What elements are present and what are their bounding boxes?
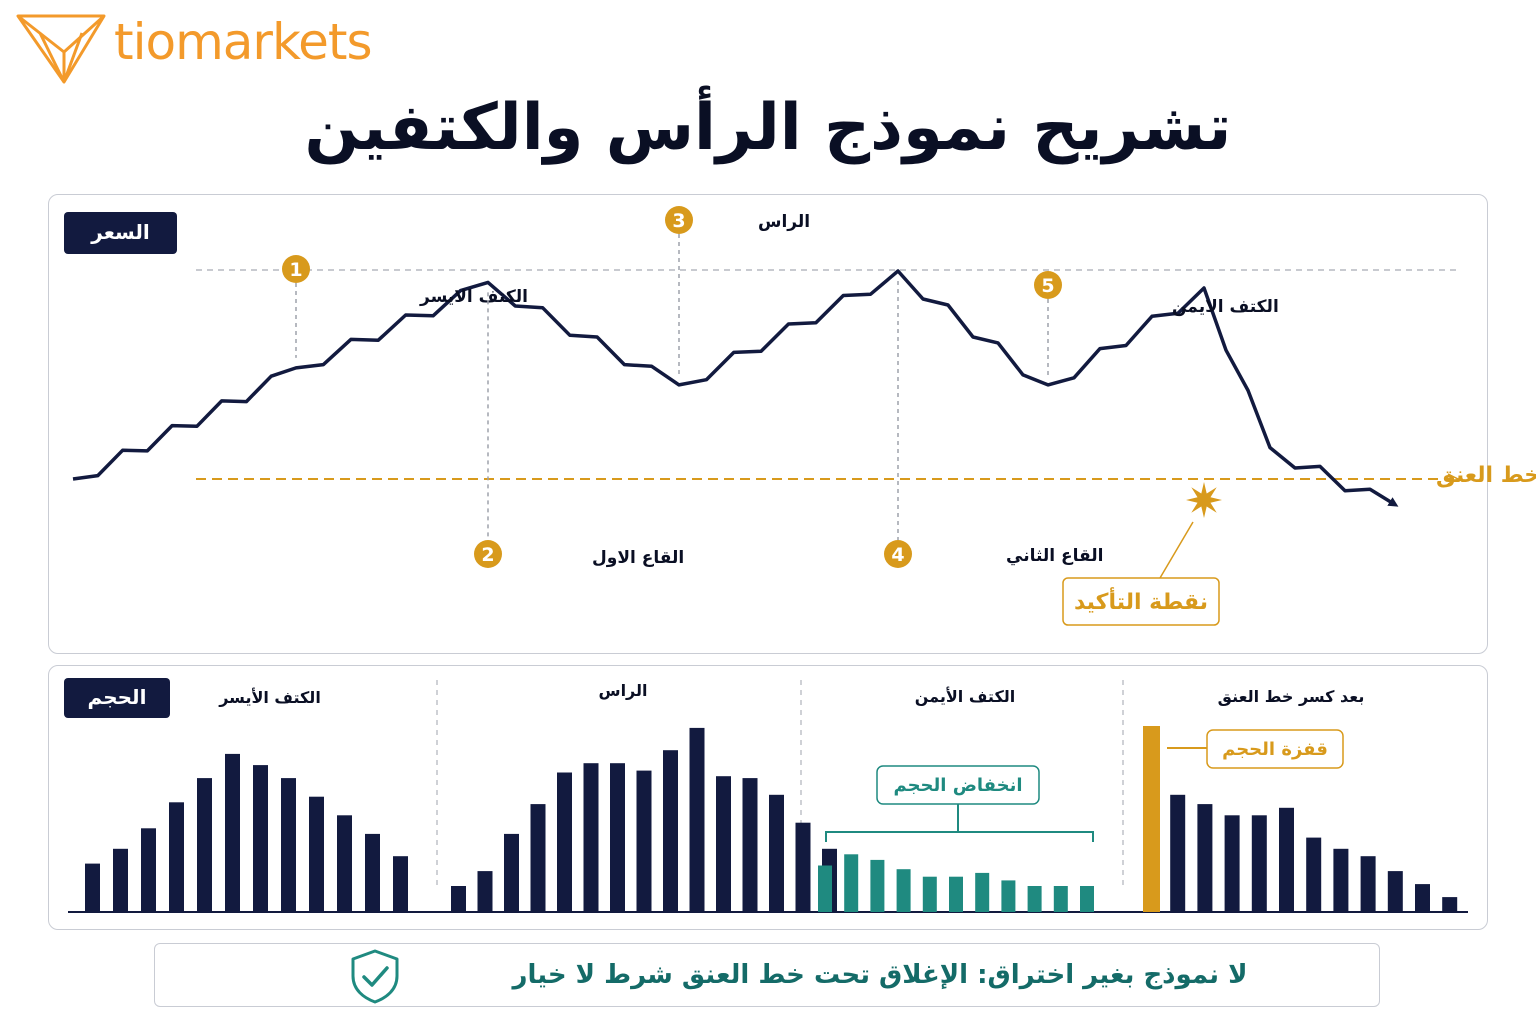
volume-group-label: الكتف الأيسر: [218, 688, 321, 707]
breakout-burst-icon: [1186, 482, 1222, 518]
price-panel-tag: السعر: [64, 212, 177, 254]
turning-point-badge: [1034, 271, 1062, 299]
volume-bar: [365, 833, 380, 912]
volume-bar: [769, 794, 784, 912]
volume-bar: [1251, 815, 1267, 912]
volume-bar: [1027, 886, 1042, 912]
turning-point-number: 2: [481, 544, 494, 566]
volume-group: الكتف الأيسر: [85, 688, 408, 912]
volume-bar: [583, 763, 599, 912]
footer-text: لا نموذج بغير اختراق: الإغلاق تحت خط الع…: [512, 960, 1248, 990]
volume-bar: [896, 869, 911, 912]
confirmation-label: نقطة التأكيد: [1074, 586, 1208, 615]
volume-drop-label: انخفاض الحجم: [893, 775, 1022, 796]
neckline-label: خط العنق: [1436, 463, 1536, 488]
volume-bar: [1080, 886, 1094, 912]
volume-bar: [716, 776, 731, 912]
volume-bar: [742, 778, 758, 912]
volume-bar: [1279, 807, 1294, 912]
chart-canvas: خط العنق 1 الكتف الايسر 2 القاع الاول 3 الراس…: [68, 206, 1536, 913]
volume-bar: [309, 796, 324, 912]
volume-bar: [818, 865, 832, 912]
price-line: [72, 269, 1399, 507]
volume-bar: [1442, 897, 1458, 912]
page-title: تشريح نموذج الرأس والكتفين: [304, 91, 1232, 165]
volume-bar: [689, 727, 705, 912]
volume-group: بعد كسر خط العنق: [1143, 687, 1458, 912]
volume-bar: [113, 848, 128, 912]
turning-point-label: القاع الاول: [592, 548, 684, 568]
confirmation-box: [1062, 577, 1220, 626]
volume-bar: [337, 815, 352, 912]
neckline-arrow-icon: [1447, 473, 1460, 485]
turning-point-1: 1 الكتف الايسر: [282, 255, 528, 358]
volume-bar: [922, 876, 937, 912]
turning-point-badge: [282, 255, 310, 283]
turning-point-label: الراس: [758, 212, 810, 232]
volume-bar: [1143, 726, 1160, 912]
volume-bar: [557, 772, 572, 912]
volume-bar: [1360, 856, 1376, 912]
turning-point-5: 5 الكتف الايمن: [1034, 271, 1279, 375]
volume-panel-tag: الحجم: [64, 678, 170, 718]
volume-group-label: بعد كسر خط العنق: [1218, 687, 1365, 706]
volume-bar: [1306, 837, 1322, 912]
volume-bar: [1001, 880, 1016, 912]
volume-bar: [1224, 815, 1240, 912]
volume-bar: [504, 833, 519, 912]
volume-bar: [1415, 884, 1430, 912]
volume-bar: [663, 750, 678, 912]
turning-point-number: 4: [891, 544, 904, 566]
volume-bar: [477, 871, 493, 912]
turning-point-label: الكتف الايسر: [419, 287, 528, 307]
volume-spike-box: [1206, 729, 1344, 769]
volume-spike-label: قفزة الحجم: [1222, 739, 1328, 760]
volume-bar: [1053, 886, 1068, 912]
volume-bar: [281, 778, 296, 912]
volume-group-label: الكتف الأيمن: [915, 687, 1015, 706]
volume-bar: [141, 828, 156, 912]
volume-bar: [1197, 804, 1213, 912]
volume-bar: [795, 822, 811, 912]
confirmation-leader: [1159, 521, 1194, 579]
volume-bar: [451, 886, 466, 912]
volume-group-label: الراس: [598, 681, 647, 700]
volume-group: الراس: [451, 681, 837, 912]
volume-bar: [169, 802, 184, 912]
volume-bar: [975, 872, 990, 912]
volume-bar: [530, 804, 546, 912]
turning-point-badge: [665, 206, 693, 234]
volume-drop-bracket: [825, 804, 1094, 842]
volume-bar: [949, 876, 963, 912]
tiomarkets-logo: [16, 14, 106, 84]
volume-bar: [197, 778, 212, 912]
volume-bar: [870, 859, 885, 912]
volume-bar: [253, 765, 268, 912]
turning-point-label: القاع الثاني: [1006, 546, 1103, 566]
volume-bar: [610, 763, 625, 912]
turning-point-number: 3: [672, 210, 685, 232]
volume-bar: [636, 770, 652, 912]
volume-bar: [1170, 794, 1186, 912]
turning-point-badge: [884, 540, 912, 568]
volume-bar: [85, 863, 100, 912]
volume-bar: [844, 854, 859, 912]
turning-point-label: الكتف الايمن: [1172, 297, 1279, 317]
volume-bar: [225, 753, 240, 912]
brand-name: tiomarkets: [114, 13, 373, 71]
volume-bar: [1333, 848, 1349, 912]
turning-point-2: 2 القاع الاول: [474, 292, 684, 568]
turning-point-4: 4 القاع الثاني: [884, 280, 1103, 568]
turning-point-number: 1: [289, 259, 302, 281]
turning-point-3: 3 الراس: [665, 206, 810, 375]
footer-banner: لا نموذج بغير اختراق: الإغلاق تحت خط الع…: [154, 943, 1380, 1007]
volume-group: الكتف الأيمن: [818, 687, 1094, 912]
turning-point-number: 5: [1041, 275, 1054, 297]
turning-point-badge: [474, 540, 502, 568]
volume-bar: [1387, 871, 1403, 912]
volume-bar: [393, 856, 408, 912]
shield-check-icon: [351, 949, 399, 1004]
